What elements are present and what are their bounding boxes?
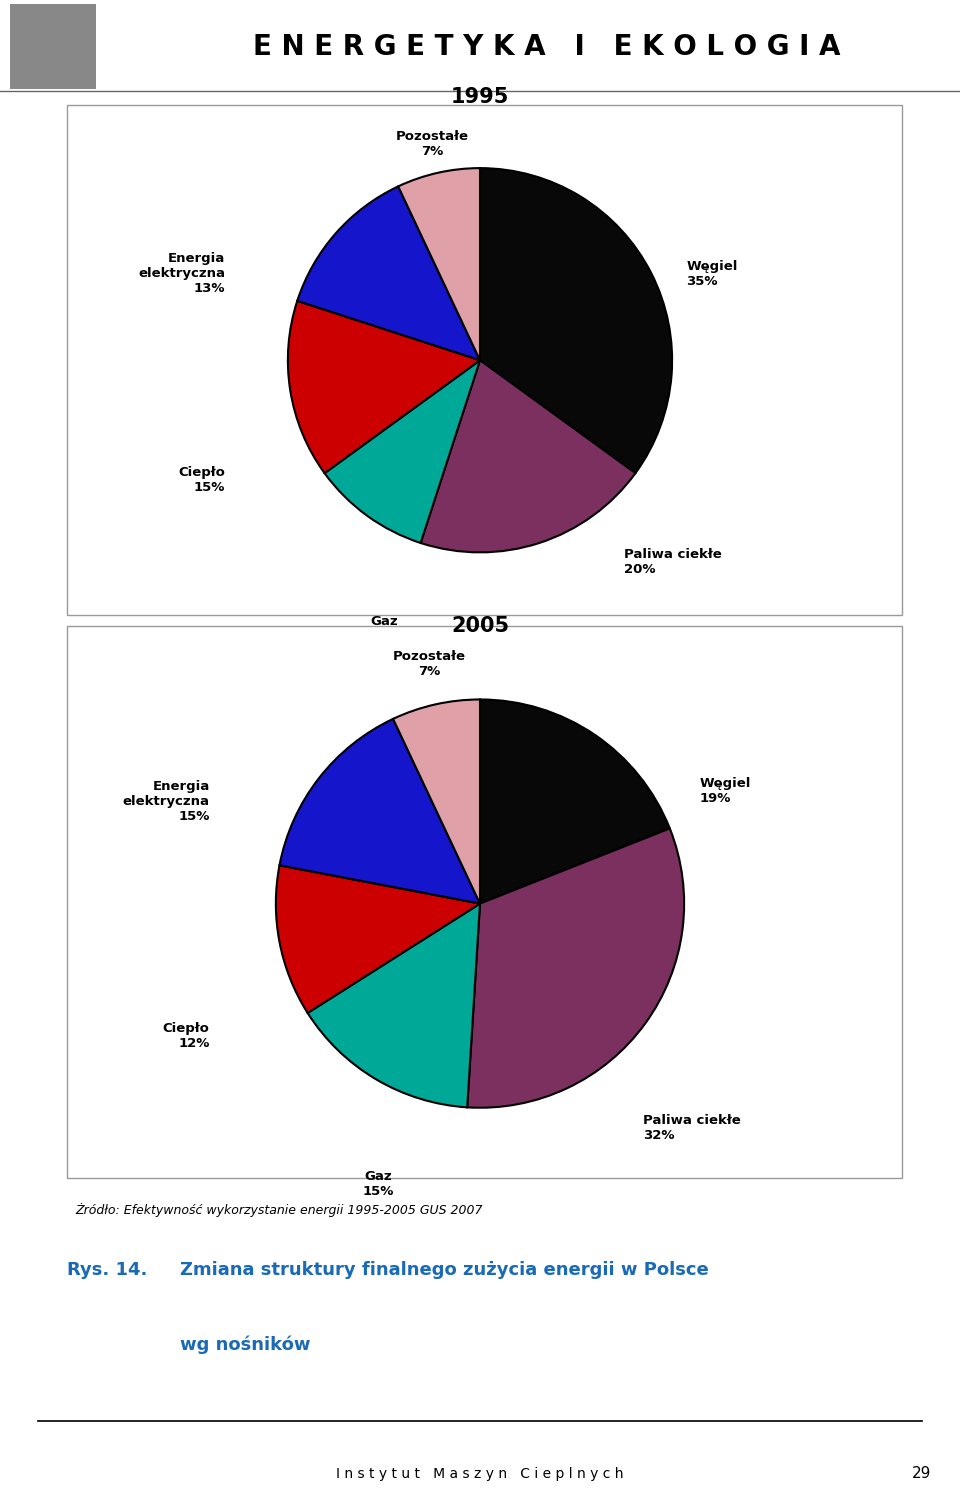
Text: I n s t y t u t   M a s z y n   C i e p l n y c h: I n s t y t u t M a s z y n C i e p l n … xyxy=(336,1466,624,1480)
Text: Żródło: Efektywność wykorzystanie energii 1995-2005 GUS 2007: Żródło: Efektywność wykorzystanie energi… xyxy=(76,1202,483,1217)
Bar xyxy=(10,3,96,90)
Wedge shape xyxy=(288,300,480,473)
Text: 29: 29 xyxy=(912,1466,931,1481)
Text: Gaz
10%: Gaz 10% xyxy=(369,615,399,644)
Wedge shape xyxy=(298,186,480,360)
Wedge shape xyxy=(420,360,636,552)
Text: Paliwa ciekłe
32%: Paliwa ciekłe 32% xyxy=(643,1114,741,1142)
Title: 2005: 2005 xyxy=(451,615,509,636)
Text: Węgiel
19%: Węgiel 19% xyxy=(700,778,751,806)
Wedge shape xyxy=(480,699,670,904)
Wedge shape xyxy=(307,904,480,1108)
Wedge shape xyxy=(398,168,480,360)
Text: wg nośników: wg nośników xyxy=(180,1336,310,1354)
Text: Rys. 14.: Rys. 14. xyxy=(67,1261,148,1279)
FancyBboxPatch shape xyxy=(67,105,902,615)
Text: Ciepło
15%: Ciepło 15% xyxy=(179,467,226,494)
Text: Pozostałe
7%: Pozostałe 7% xyxy=(396,131,468,158)
Title: 1995: 1995 xyxy=(451,87,509,108)
Text: E N E R G E T Y K A   I   E K O L O G I A: E N E R G E T Y K A I E K O L O G I A xyxy=(253,33,841,60)
Text: Energia
elektryczna
15%: Energia elektryczna 15% xyxy=(123,781,209,823)
Text: Zmiana struktury finalnego zużycia energii w Polsce: Zmiana struktury finalnego zużycia energ… xyxy=(180,1261,708,1279)
Text: Energia
elektryczna
13%: Energia elektryczna 13% xyxy=(138,252,226,296)
Text: Paliwa ciekłe
20%: Paliwa ciekłe 20% xyxy=(624,548,722,576)
FancyBboxPatch shape xyxy=(67,626,902,1178)
Wedge shape xyxy=(279,719,480,904)
Text: Ciepło
12%: Ciepło 12% xyxy=(162,1022,209,1051)
Wedge shape xyxy=(393,699,480,904)
Text: Gaz
15%: Gaz 15% xyxy=(362,1171,394,1198)
Text: Pozostałe
7%: Pozostałe 7% xyxy=(393,650,466,678)
Wedge shape xyxy=(480,168,672,473)
Wedge shape xyxy=(324,360,480,543)
Text: Węgiel
35%: Węgiel 35% xyxy=(686,260,738,288)
Wedge shape xyxy=(276,866,480,1013)
Wedge shape xyxy=(468,829,684,1108)
